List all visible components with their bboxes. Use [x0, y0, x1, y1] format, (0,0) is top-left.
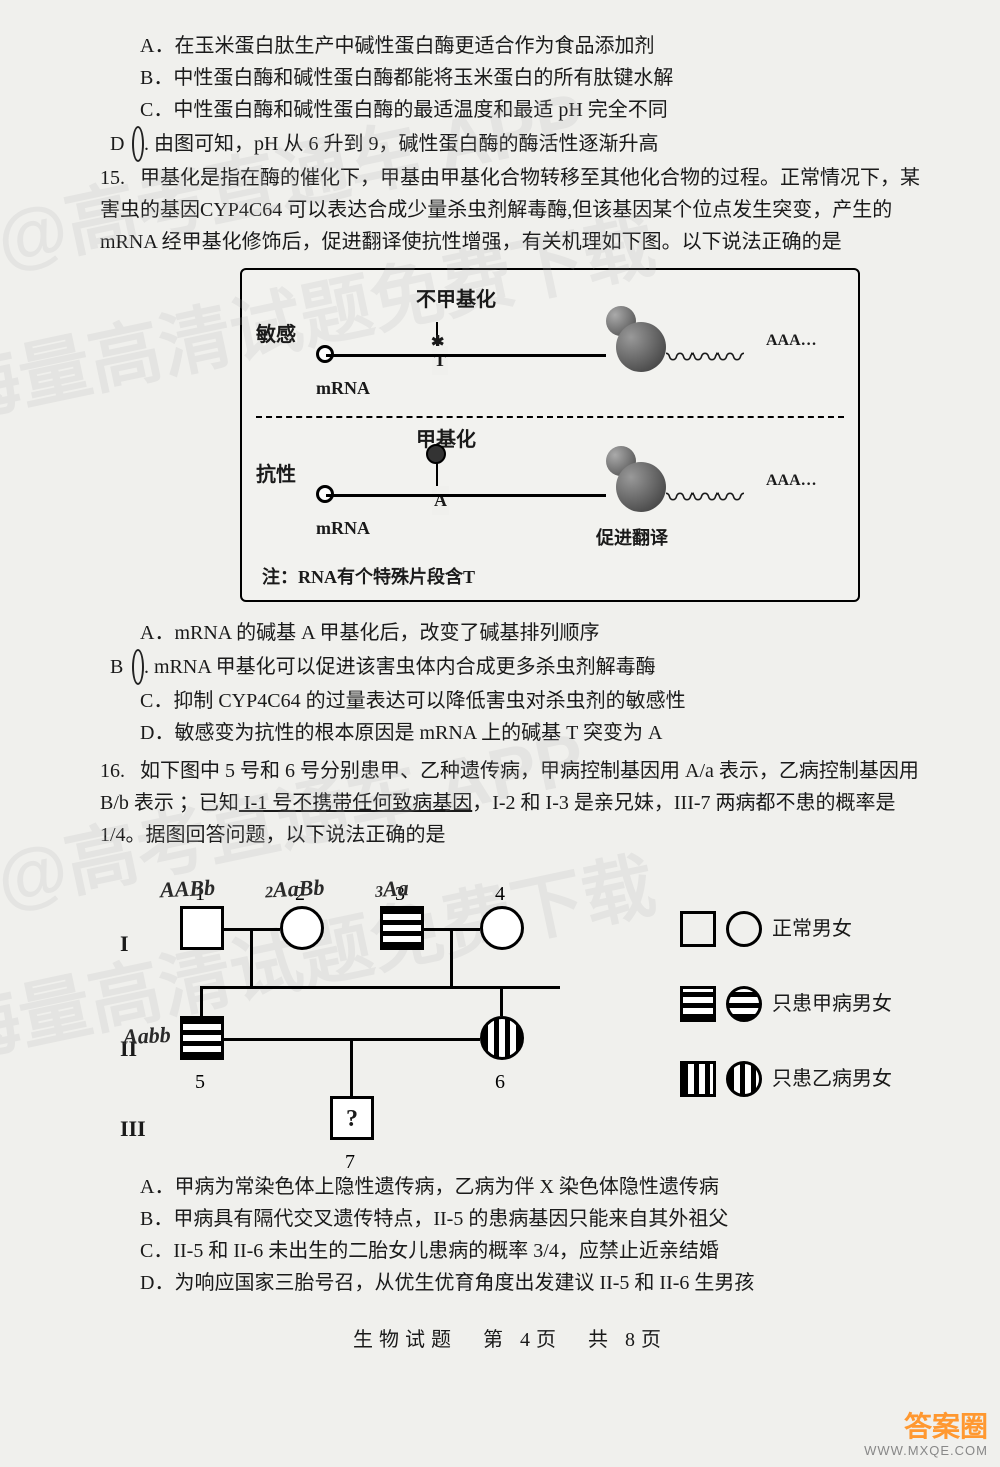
label-no-methyl: 不甲基化: [416, 284, 496, 316]
q16-opt-d: D．为响应国家三胎号召，从优生优育角度出发建议 II-5 和 II-6 生男孩: [140, 1267, 920, 1299]
diagram-row-sensitive: 敏感 不甲基化 ✱ T mRNA 〰〰〰 AAA…: [256, 284, 844, 414]
corner-watermark: 答案圈 WWW.MXQE.COM: [864, 1410, 988, 1459]
ped-i-1: [180, 906, 224, 950]
diagram-separator: [256, 416, 844, 418]
ped-ii-6: [480, 1016, 524, 1060]
hand-2: 2AaBb: [264, 869, 325, 907]
label-methyl: 甲基化: [416, 424, 476, 456]
q15-num: 15.: [100, 162, 140, 194]
q15-opt-a: A．mRNA 的碱基 A 甲基化后，改变了碱基排列顺序: [140, 617, 920, 649]
line-to-6: [500, 986, 503, 1016]
ped-i-3: [380, 906, 424, 950]
q15-opt-d: D．敏感变为抗性的根本原因是 mRNA 上的碱基 T 突变为 A: [140, 717, 920, 749]
corner-big: 答案圈: [864, 1410, 988, 1444]
mrna-line-2: [326, 494, 606, 497]
mrna-line-1: [326, 354, 606, 357]
page-footer: 生物试题 第 4页 共 8页: [100, 1324, 920, 1356]
legend-sq-yi: [680, 1061, 716, 1097]
legend-text-jia: 只患甲病男女: [772, 988, 892, 1020]
ribosome-big-2: [616, 462, 666, 512]
q16-opt-a: A．甲病为常染色体上隐性遗传病，乙病为伴 X 染色体隐性遗传病: [140, 1171, 920, 1203]
legend-ci-yi: [726, 1061, 762, 1097]
q15-stem: 15.甲基化是指在酶的催化下，甲基由甲基化合物转移至其他化合物的过程。正常情况下…: [100, 162, 920, 258]
q14-opt-c: C．中性蛋白酶和碱性蛋白酶的最适温度和最适 pH 完全不同: [140, 94, 920, 126]
legend-text-normal: 正常男女: [772, 913, 852, 945]
base-a: A: [432, 486, 449, 515]
polypeptide-2: 〰〰〰: [666, 476, 741, 521]
q16-opt-c: C．II-5 和 II-6 未出生的二胎女儿患病的概率 3/4，应禁止近亲结婚: [140, 1235, 920, 1267]
corner-url: WWW.MXQE.COM: [864, 1443, 988, 1459]
q14-opt-b: B．中性蛋白酶和碱性蛋白酶都能将玉米蛋白的所有肽键水解: [140, 62, 920, 94]
line-ii-horiz: [200, 986, 560, 989]
q14-opt-d: D. 由图可知，pH 从 6 升到 9，碱性蛋白酶的酶活性逐渐升高: [140, 126, 920, 162]
q15-opt-b-text: . mRNA 甲基化可以促进该害虫体内合成更多杀虫剂解毒酶: [144, 656, 656, 678]
num-4: 4: [495, 878, 505, 910]
q16-opt-b: B．甲病具有隔代交叉遗传特点，II-5 的患病基因只能来自其外祖父: [140, 1203, 920, 1235]
polypeptide-1: 〰〰〰: [666, 336, 741, 381]
q15-opt-b: B. mRNA 甲基化可以促进该害虫体内合成更多杀虫剂解毒酶: [140, 649, 920, 685]
gen-iii: III: [120, 1111, 146, 1146]
line-i-12-down: [250, 928, 253, 988]
legend-ci-jia: [726, 986, 762, 1022]
num-6: 6: [495, 1066, 505, 1098]
q15-diagram: 敏感 不甲基化 ✱ T mRNA 〰〰〰 AAA… 抗性 甲基化 A mRNA …: [240, 268, 860, 602]
hand-3: 3Aa: [374, 870, 409, 907]
hand-5: Aabb: [122, 1017, 171, 1055]
q14-opt-d-text: . 由图可知，pH 从 6 升到 9，碱性蛋白酶的酶活性逐渐升高: [144, 133, 658, 155]
base-t: T: [432, 346, 448, 375]
diagram-row-resistant: 抗性 甲基化 A mRNA 〰〰〰 AAA… 促进翻译: [256, 424, 844, 559]
q16-stem-underline: I-1 号不携带任何致病基因: [239, 792, 472, 814]
label-resistant: 抗性: [256, 459, 296, 491]
q15-opt-c: C．抑制 CYP4C64 的过量表达可以降低害虫对杀虫剂的敏感性: [140, 685, 920, 717]
legend-jia: 只患甲病男女: [680, 986, 892, 1022]
q16-num: 16.: [100, 755, 140, 787]
gen-i: I: [120, 926, 129, 961]
legend-ci-normal: [726, 911, 762, 947]
legend-yi: 只患乙病男女: [680, 1061, 892, 1097]
methyl-ball: [426, 444, 446, 464]
q15-stem-text: 甲基化是指在酶的催化下，甲基由甲基化合物转移至其他化合物的过程。正常情况下，某害…: [100, 167, 920, 253]
legend-sq-normal: [680, 911, 716, 947]
polya-1: AAA…: [766, 328, 817, 354]
line-to-5: [200, 986, 203, 1016]
mrna-label-2: mRNA: [316, 514, 370, 543]
q16-stem: 16.如下图中 5 号和 6 号分别患甲、乙种遗传病，甲病控制基因用 A/a 表…: [100, 755, 920, 851]
legend-normal: 正常男女: [680, 911, 852, 947]
line-i-34-down: [450, 928, 453, 988]
ped-ii-5: [180, 1016, 224, 1060]
polya-2: AAA…: [766, 468, 817, 494]
legend-text-yi: 只患乙病男女: [772, 1063, 892, 1095]
q14-opt-a: A．在玉米蛋白肽生产中碱性蛋白酶更适合作为食品添加剂: [140, 30, 920, 62]
ped-i-4: [480, 906, 524, 950]
ribosome-big-1: [616, 322, 666, 372]
num-5: 5: [195, 1066, 205, 1098]
ped-iii-7: ?: [330, 1096, 374, 1140]
label-promote: 促进翻译: [596, 524, 668, 553]
page-content: A．在玉米蛋白肽生产中碱性蛋白酶更适合作为食品添加剂 B．中性蛋白酶和碱性蛋白酶…: [0, 0, 1000, 1376]
line-ii-down: [350, 1038, 353, 1096]
label-sensitive: 敏感: [256, 319, 296, 351]
pedigree-chart: I II III 1 2 3 4 AABb 2AaBb 3Aa 5 6 Aabb…: [120, 866, 940, 1161]
ped-i-2: [280, 906, 324, 950]
legend-sq-jia: [680, 986, 716, 1022]
num-7: 7: [345, 1146, 355, 1178]
mrna-label-1: mRNA: [316, 374, 370, 403]
hand-1: AABb: [159, 869, 216, 907]
diagram-note: 注：RNA有个特殊片段含T: [256, 563, 844, 592]
